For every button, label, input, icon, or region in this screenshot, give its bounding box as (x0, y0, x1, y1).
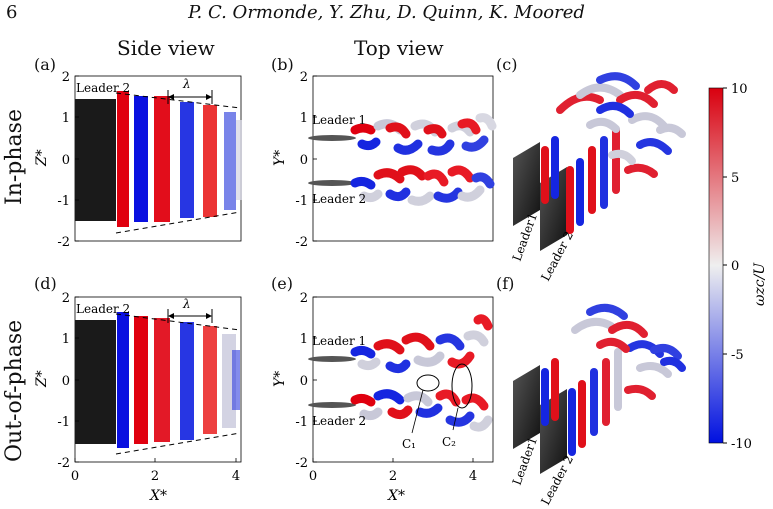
svg-text:-2: -2 (57, 456, 70, 471)
colorbar-tick-5: 5 (731, 171, 739, 186)
colorbar-tick-minus5: -5 (731, 348, 744, 363)
svg-text:-2: -2 (295, 456, 308, 471)
leader-1-plate-3d-f (513, 365, 540, 449)
panel-label-b: (b) (271, 55, 294, 74)
panel-b-top-view (308, 75, 497, 242)
x-axis-label-d: X* (149, 488, 167, 504)
svg-text:2: 2 (62, 70, 70, 85)
leader-1-foil-e (308, 356, 356, 362)
svg-text:1: 1 (300, 332, 308, 347)
leader-2-plate-d (75, 320, 116, 444)
colorbar-tick-0: 0 (731, 259, 739, 274)
author-line: P. C. Ormonde, Y. Zhu, D. Quinn, K. Moor… (188, 2, 585, 23)
svg-text:-1: -1 (295, 415, 308, 430)
leader-2-label-a: Leader 2 (76, 81, 130, 95)
c1-marker (416, 374, 440, 392)
panel-a-side-view (74, 75, 242, 242)
svg-text:2: 2 (300, 291, 308, 306)
leader-2-foil (308, 180, 356, 186)
svg-text:-2: -2 (57, 235, 70, 250)
svg-text:0: 0 (309, 469, 317, 484)
page-number: 6 (6, 2, 18, 23)
lambda-label-a: λ (182, 77, 191, 91)
svg-text:1: 1 (62, 111, 70, 126)
z-axis-label-d: Z* (34, 370, 50, 388)
leader-2-foil-e (308, 402, 356, 408)
svg-text:-2: -2 (295, 235, 308, 250)
c2-label: C₂ (442, 435, 456, 449)
svg-text:-1: -1 (295, 194, 308, 209)
axis-ticks (74, 75, 474, 463)
top-view-title: Top view (354, 36, 444, 60)
svg-text:4: 4 (469, 469, 477, 484)
c2-marker (451, 363, 473, 409)
z-axis-label-a: Z* (34, 149, 50, 167)
colorbar-tick-minus10: -10 (731, 437, 752, 452)
y-ticks-d: 2 1 0 -1 -2 (57, 291, 70, 471)
svg-text:0: 0 (71, 469, 79, 484)
svg-text:0: 0 (300, 153, 308, 168)
panel-d-side-view (74, 296, 242, 463)
svg-text:0: 0 (62, 153, 70, 168)
leader-1-plate-3d (513, 142, 540, 226)
x-ticks-e: 0 2 4 (309, 469, 477, 484)
svg-text:4: 4 (232, 469, 240, 484)
panel-e-top-view (308, 296, 494, 463)
panel-label-c: (c) (496, 55, 518, 74)
leader-1-label-e: Leader 1 (312, 334, 366, 348)
side-view-title: Side view (117, 36, 215, 60)
panel-label-d: (d) (34, 274, 57, 293)
colorbar-label: ωzc/U (752, 262, 768, 306)
panel-f-3d-view (513, 303, 686, 474)
leader-1-label-b: Leader 1 (312, 113, 366, 127)
y-ticks-a: 2 1 0 -1 -2 (57, 70, 70, 250)
svg-text:2: 2 (389, 469, 397, 484)
c1-label: C₁ (402, 437, 416, 451)
lambda-label-d: λ (182, 297, 191, 311)
leader-1-foil (308, 135, 356, 141)
svg-text:-1: -1 (57, 415, 70, 430)
panel-label-f: (f) (496, 274, 515, 293)
svg-text:-1: -1 (57, 194, 70, 209)
svg-text:2: 2 (151, 469, 159, 484)
x-axis-label-e: X* (387, 488, 405, 504)
svg-text:2: 2 (300, 70, 308, 85)
y-axis-label-b: Y* (272, 150, 288, 166)
leader-2-label-b: Leader 2 (312, 192, 366, 206)
svg-text:0: 0 (62, 374, 70, 389)
panel-label-e: (e) (271, 274, 293, 293)
leader-2-label-d: Leader 2 (76, 302, 130, 316)
colorbar-tick-10: 10 (731, 82, 748, 97)
svg-text:1: 1 (300, 111, 308, 126)
panel-label-a: (a) (34, 55, 57, 74)
leader-2-plate (75, 99, 116, 221)
y-ticks-b: 2 1 0 -1 -2 (295, 70, 308, 250)
svg-text:1: 1 (62, 332, 70, 347)
x-ticks-d: 0 2 4 (71, 469, 240, 484)
leader-2-label-e: Leader 2 (312, 414, 366, 428)
colorbar: 10 5 0 -5 -10 ωzc/U (708, 82, 768, 452)
svg-text:2: 2 (62, 291, 70, 306)
panel-c-3d-view (513, 72, 686, 251)
y-ticks-e: 2 1 0 -1 -2 (295, 291, 308, 471)
svg-text:0: 0 (300, 374, 308, 389)
y-axis-label-e: Y* (272, 371, 288, 387)
